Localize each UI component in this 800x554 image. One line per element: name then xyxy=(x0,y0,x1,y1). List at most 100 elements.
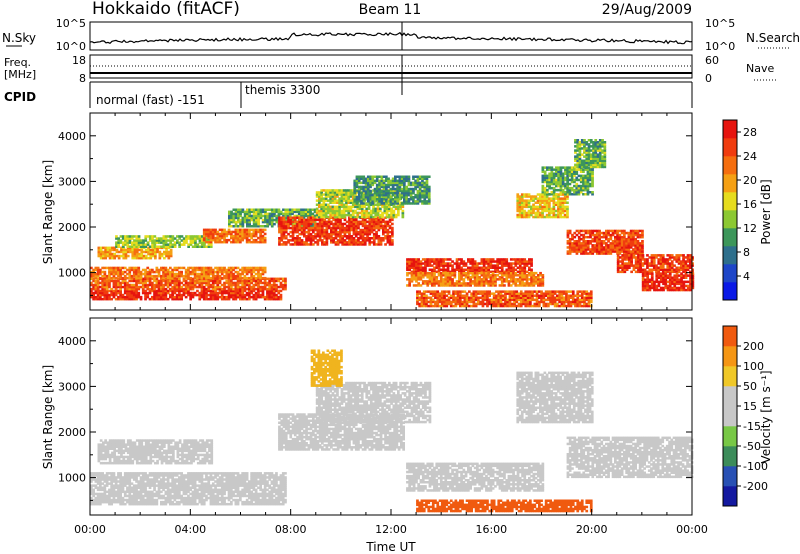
heatmap-cell xyxy=(171,295,174,299)
heatmap-cell xyxy=(476,268,479,271)
heatmap-cell xyxy=(370,218,374,222)
heatmap-cell xyxy=(108,266,111,270)
heatmap-cell xyxy=(220,268,224,272)
heatmap-cell xyxy=(347,197,351,200)
heatmap-cell xyxy=(94,274,98,278)
heatmap-cell xyxy=(375,193,379,197)
heatmap-cell xyxy=(421,175,424,178)
heatmap-cell xyxy=(527,193,531,196)
heatmap-cell xyxy=(282,232,286,236)
heatmap-cell xyxy=(105,281,109,285)
heatmap-cell xyxy=(169,266,172,270)
heatmap-cell xyxy=(216,283,220,287)
heatmap-cell xyxy=(345,213,348,217)
heatmap-cell xyxy=(293,224,297,228)
heatmap-cell xyxy=(521,271,524,275)
heatmap-cell xyxy=(220,272,224,276)
heatmap-cell xyxy=(379,224,383,228)
heatmap-cell xyxy=(259,208,263,211)
heatmap-cell xyxy=(316,226,320,230)
heatmap-cell xyxy=(250,208,254,211)
heatmap-cell xyxy=(216,270,220,274)
heatmap-cell xyxy=(153,276,156,280)
heatmap-cell xyxy=(334,241,338,244)
heatmap-cell xyxy=(196,268,199,272)
heatmap-cell xyxy=(444,270,448,274)
heatmap-cell xyxy=(425,189,429,193)
heatmap-cell xyxy=(363,241,367,244)
heatmap-cell xyxy=(566,193,569,196)
heatmap-cell xyxy=(387,189,390,193)
heatmap-cell xyxy=(506,290,510,293)
heatmap-cell xyxy=(293,222,297,226)
heatmap-cell xyxy=(252,270,256,274)
heatmap-cell xyxy=(383,199,387,202)
heatmap-cell xyxy=(305,218,308,222)
heatmap-cell xyxy=(234,214,238,218)
heatmap-cell xyxy=(298,243,302,246)
heatmap-cell xyxy=(379,220,383,224)
heatmap-cell xyxy=(429,304,433,308)
heatmap-cell xyxy=(421,193,424,197)
heatmap-cell xyxy=(363,191,366,194)
heatmap-cell xyxy=(523,282,527,285)
heatmap-cell xyxy=(223,283,226,287)
heatmap-cell xyxy=(438,296,442,299)
heatmap-cell xyxy=(228,210,231,214)
heatmap-cell xyxy=(187,291,190,295)
heatmap-cell xyxy=(90,295,93,299)
heatmap-cell xyxy=(550,166,554,169)
heatmap-cell xyxy=(585,298,589,302)
heatmap-cell xyxy=(264,212,267,216)
heatmap-cell xyxy=(171,270,174,274)
heatmap-cell xyxy=(227,285,231,289)
heatmap-cell xyxy=(416,191,420,195)
heatmap-cell xyxy=(559,186,563,190)
heatmap-cell xyxy=(148,283,152,287)
heatmap-cell xyxy=(225,270,229,274)
heatmap-cell xyxy=(356,211,360,215)
heatmap-cell xyxy=(339,237,342,240)
heatmap-cell xyxy=(541,213,544,217)
heatmap-cell xyxy=(439,271,443,275)
heatmap-cell xyxy=(99,246,103,250)
heatmap-cell xyxy=(379,239,383,242)
heatmap-cell xyxy=(263,238,267,242)
heatmap-cell xyxy=(272,283,276,287)
heatmap-cell xyxy=(92,272,95,276)
heatmap-cell xyxy=(228,214,231,218)
heatmap-cell xyxy=(270,295,274,299)
heatmap-cell xyxy=(550,207,553,211)
heatmap-cell xyxy=(449,304,453,308)
heatmap-cell xyxy=(543,197,547,200)
heatmap-cell xyxy=(513,300,516,304)
heatmap-cell xyxy=(160,295,163,299)
heatmap-cell xyxy=(552,193,556,196)
heatmap-cell xyxy=(315,199,319,202)
heatmap-cell xyxy=(384,216,387,219)
heatmap-cell xyxy=(369,181,372,185)
heatmap-cell xyxy=(364,196,368,199)
heatmap-cell xyxy=(137,270,141,274)
heatmap-cell xyxy=(485,270,488,274)
heatmap-cell xyxy=(331,197,335,200)
heatmap-cell xyxy=(391,177,395,180)
heatmap-cell xyxy=(361,218,365,222)
heatmap-cell xyxy=(378,181,381,185)
heatmap-cell xyxy=(366,191,370,195)
heatmap-cell xyxy=(131,252,135,256)
heatmap-cell xyxy=(566,188,569,192)
heatmap-cell xyxy=(318,239,322,242)
heatmap-cell xyxy=(151,241,154,244)
heatmap-cell xyxy=(279,212,283,216)
heatmap-cell xyxy=(507,266,511,269)
heatmap-cell xyxy=(124,248,128,252)
heatmap-cell xyxy=(318,226,322,230)
heatmap-cell xyxy=(234,291,238,295)
heatmap-cell xyxy=(487,271,490,275)
heatmap-cell xyxy=(478,270,481,274)
heatmap-cell xyxy=(347,211,351,215)
heatmap-cell xyxy=(126,241,130,244)
heatmap-cell xyxy=(96,295,100,299)
heatmap-cell xyxy=(193,270,197,274)
